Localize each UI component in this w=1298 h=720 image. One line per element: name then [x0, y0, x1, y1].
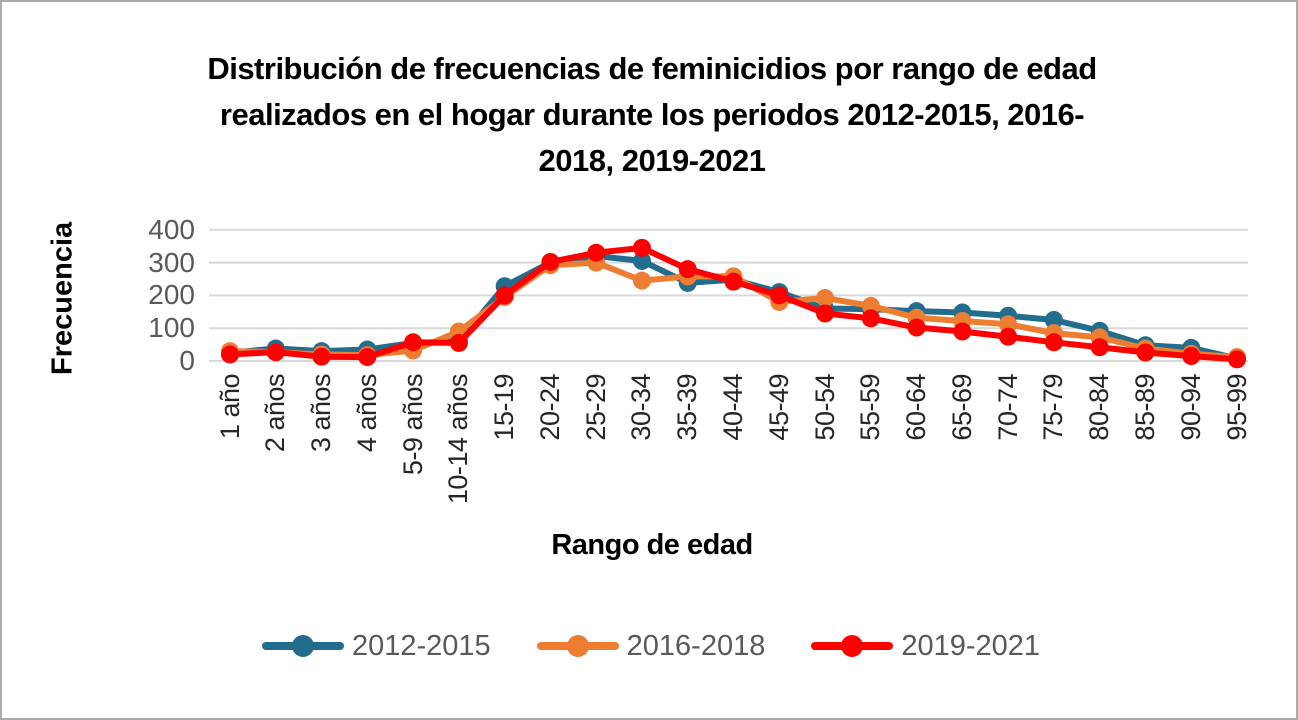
data-point-marker-2019-2021: [495, 286, 514, 305]
chart-title-line-1: Distribución de frecuencias de feminicid…: [207, 51, 1097, 86]
data-point-marker-2019-2021: [1090, 338, 1109, 357]
x-axis-title: Rango de edad: [551, 529, 753, 561]
x-tick-label: 1 año: [214, 374, 245, 440]
legend-line-marker-icon: [536, 629, 619, 663]
data-point-marker-2019-2021: [953, 322, 972, 341]
data-point-marker-2019-2021: [632, 238, 651, 257]
x-tick-label: 90-94: [1175, 374, 1206, 441]
x-tick-label: 50-54: [809, 374, 840, 441]
chart-title: Distribución de frecuencias de feminicid…: [117, 46, 1187, 184]
legend-dot: [841, 635, 864, 657]
legend-label: 2019-2021: [901, 629, 1041, 662]
x-tick-label: 55-59: [855, 374, 886, 441]
data-point-marker-2019-2021: [266, 343, 285, 362]
data-point-marker-2019-2021: [770, 286, 789, 305]
x-tick-label: 95-99: [1221, 374, 1252, 441]
series-line-2019-2021: [227, 244, 1241, 363]
x-tick-label: 85-89: [1129, 374, 1160, 441]
data-point-marker-2012-2015: [632, 251, 651, 270]
data-point-marker-2019-2021: [1136, 343, 1155, 362]
legend-item-2012-2015: 2012-2015: [261, 629, 491, 663]
legend-item-2016-2018: 2016-2018: [536, 629, 766, 663]
data-point-marker-2019-2021: [404, 333, 423, 352]
data-point-marker-2016-2018: [632, 271, 651, 290]
x-tick-label: 35-39: [672, 374, 703, 441]
legend-line-marker-icon: [811, 629, 894, 663]
legend-item-2019-2021: 2019-2021: [811, 629, 1040, 663]
chart-legend: 2012-2015 2016-2018 2019-2021: [2, 629, 1296, 663]
x-tick-label: 30-34: [626, 374, 657, 441]
legend-dot: [566, 635, 589, 657]
chart-title-line-3: 2018, 2019-2021: [538, 143, 766, 178]
y-tick-label-0: 0: [179, 345, 195, 376]
y-tick-label-200: 200: [148, 279, 195, 311]
data-point-marker-2019-2021: [312, 347, 331, 366]
data-point-marker-2016-2018: [999, 315, 1018, 334]
data-point-marker-2012-2015: [1044, 311, 1063, 329]
data-point-marker-2019-2021: [999, 327, 1018, 346]
data-point-marker-2019-2021: [1182, 347, 1201, 366]
x-tick-label: 5-9 años: [397, 374, 428, 476]
y-tick-label-400: 400: [148, 213, 195, 245]
data-point-marker-2019-2021: [358, 348, 377, 367]
x-tick-label: 75-79: [1038, 374, 1069, 441]
y-tick-label-300: 300: [148, 246, 195, 278]
x-tick-label: 45-49: [763, 374, 794, 441]
data-point-marker-2016-2018: [861, 296, 880, 315]
x-tick-label: 15-19: [489, 374, 520, 441]
data-point-marker-2019-2021: [816, 304, 835, 323]
x-tick-label: 4 años: [351, 374, 382, 453]
x-tick-label: 70-74: [992, 374, 1023, 441]
data-point-marker-2019-2021: [861, 309, 880, 328]
x-tick-label: 40-44: [718, 374, 748, 441]
x-tick-label: 80-84: [1084, 374, 1115, 441]
x-tick-label: 10-14 años: [443, 374, 474, 505]
x-tick-label: 60-64: [901, 374, 932, 441]
legend-line-marker-icon: [261, 629, 344, 663]
data-point-marker-2019-2021: [221, 345, 239, 364]
legend-dot: [291, 635, 314, 657]
data-point-marker-2016-2018: [816, 289, 835, 308]
data-point-marker-2019-2021: [678, 260, 697, 279]
data-point-marker-2019-2021: [1044, 333, 1063, 352]
chart-title-line-2: realizados en el hogar durante los perio…: [219, 97, 1085, 132]
x-tick-label: 65-69: [946, 374, 977, 441]
data-point-marker-2019-2021: [587, 243, 606, 262]
data-point-marker-2019-2021: [724, 272, 743, 291]
y-tick-label-100: 100: [148, 312, 195, 344]
data-point-marker-2019-2021: [449, 333, 468, 352]
x-tick-label: 3 años: [306, 374, 337, 453]
data-point-marker-2019-2021: [907, 318, 926, 337]
legend-label: 2016-2018: [626, 629, 766, 662]
data-point-marker-2019-2021: [1228, 350, 1247, 369]
data-point-marker-2019-2021: [541, 252, 560, 271]
legend-label: 2012-2015: [351, 629, 491, 662]
x-tick-label: 2 años: [260, 374, 291, 453]
x-tick-label: 25-29: [580, 374, 611, 441]
x-tick-label: 20-24: [534, 374, 565, 441]
